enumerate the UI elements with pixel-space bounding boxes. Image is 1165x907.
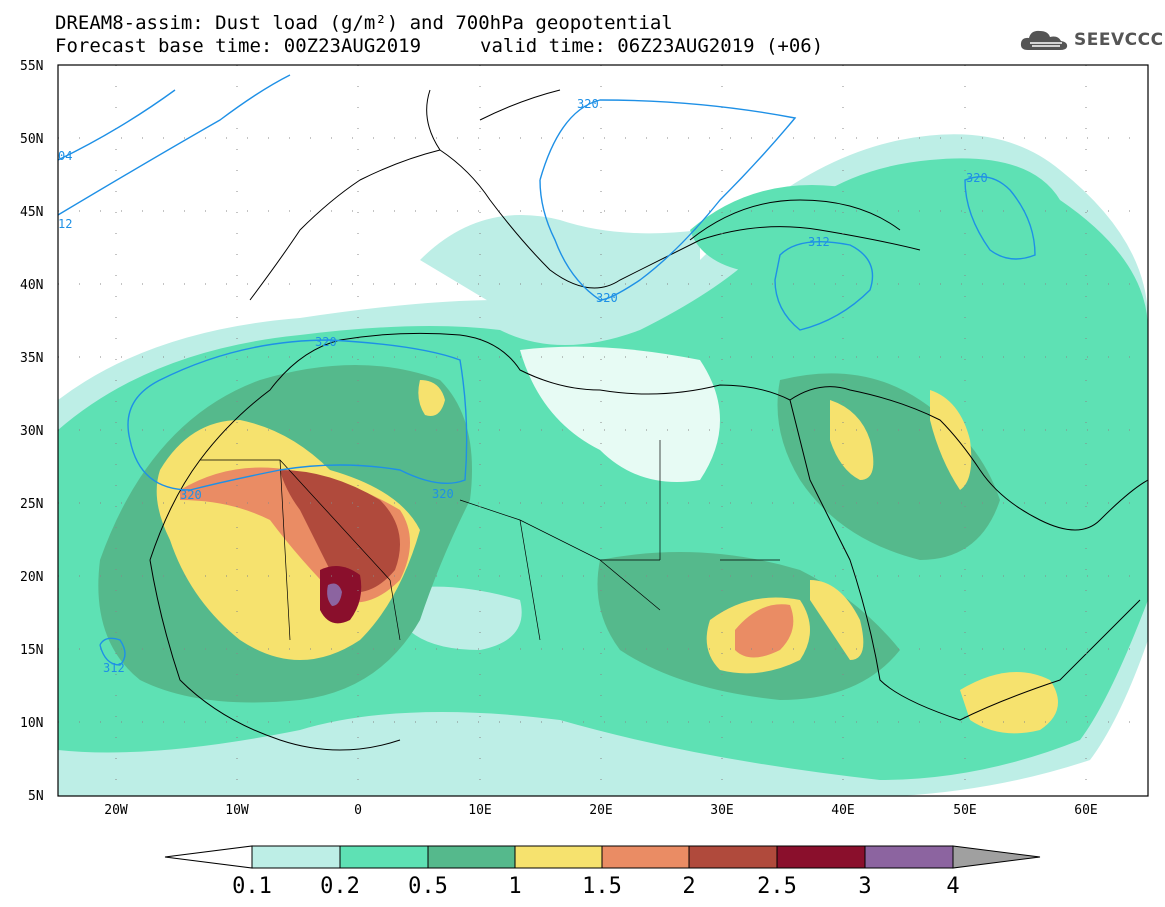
- dust-band-1-redsea: [810, 580, 864, 660]
- contour-label: 04: [58, 149, 72, 163]
- contour-label: 12: [58, 217, 72, 231]
- lat-tick-label: 35N: [20, 351, 43, 366]
- lon-tick-label: 0: [354, 803, 362, 818]
- contour-label: 320: [432, 487, 454, 501]
- colorbar-label: 0.2: [320, 874, 360, 899]
- lat-tick-label: 15N: [20, 643, 43, 658]
- colorbar-label: 4: [946, 874, 959, 899]
- colorbar-label: 1.5: [582, 874, 622, 899]
- lat-tick-label: 45N: [20, 205, 43, 220]
- clear-area-mediterranean: [520, 346, 720, 482]
- geopotential-contours: [58, 74, 1036, 666]
- lat-tick-label: 10N: [20, 716, 43, 731]
- colorbar-label: 3: [858, 874, 871, 899]
- dust-band-0.1-chad: [400, 586, 522, 650]
- lon-tick-label: 40E: [831, 803, 854, 818]
- logo-text: SEEVCCC: [1074, 30, 1164, 50]
- colorbar-segment: [864, 845, 954, 869]
- lon-tick-label: 30E: [710, 803, 733, 818]
- contour-label: 320: [315, 335, 337, 349]
- dust-band-1-arabia: [830, 400, 874, 480]
- lat-tick-label: 50N: [20, 132, 43, 147]
- colorbar-low-arrow: [164, 845, 253, 869]
- lat-tick-label: 30N: [20, 424, 43, 439]
- colorbar-label: 0.1: [232, 874, 272, 899]
- dust-band-2-west: [280, 470, 400, 593]
- lat-tick-label: 25N: [20, 497, 43, 512]
- map-frame: [57, 64, 1149, 797]
- seevccc-logo: SEEVCCC: [1018, 24, 1164, 56]
- lon-tick-label: 10W: [225, 803, 249, 818]
- colorbar-label: 2.5: [757, 874, 797, 899]
- valid-time: valid time: 06Z23AUG2019 (+06): [480, 35, 824, 57]
- cloud-logo-icon: [1020, 30, 1068, 50]
- lon-axis: 20W 10W 0 10E 20E 30E 40E 50E 60E: [104, 803, 1097, 818]
- lat-tick-label: 40N: [20, 278, 43, 293]
- dust-band-1-horn: [960, 672, 1058, 734]
- contour-label: 312: [103, 661, 125, 675]
- dust-band-1-gulf: [930, 390, 972, 490]
- colorbar-high-arrow: [952, 845, 1041, 869]
- colorbar-segment: [776, 845, 866, 869]
- forecast-base-time: Forecast base time: 00Z23AUG2019: [55, 35, 422, 57]
- lat-tick-label: 20N: [20, 570, 43, 585]
- dust-band-1.5-sudan: [735, 604, 794, 658]
- colorbar-label: 1: [508, 874, 521, 899]
- lon-tick-label: 20E: [589, 803, 612, 818]
- contour-label-group: 320 320 320 312 320 320 312 320 04 12: [58, 97, 988, 675]
- colorbar-segment: [688, 845, 778, 869]
- contour-label: 320: [180, 488, 202, 502]
- map-title: DREAM8-assim: Dust load (g/m²) and 700hP…: [55, 12, 673, 34]
- coastlines-borders: [149, 89, 1148, 751]
- lon-tick-label: 60E: [1074, 803, 1097, 818]
- contour-label: 312: [808, 235, 830, 249]
- contour-label: 320: [596, 291, 618, 305]
- contour-label: 320: [577, 97, 599, 111]
- lon-tick-label: 10E: [468, 803, 491, 818]
- colorbar-segment: [427, 845, 516, 869]
- colorbar-label: 0.5: [408, 874, 448, 899]
- colorbar: 0.1 0.2 0.5 1 1.5 2 2.5 3 4: [164, 845, 1041, 899]
- dust-band-0.2-blacksea: [690, 185, 887, 274]
- dust-band-3-peak: [327, 583, 342, 606]
- lat-tick-label: 55N: [20, 59, 43, 74]
- contour-label: 320: [966, 171, 988, 185]
- grid-lines: [58, 65, 1148, 796]
- colorbar-label: 2: [682, 874, 695, 899]
- colorbar-segment: [601, 845, 690, 869]
- colorbar-segment: [339, 845, 429, 869]
- lat-axis: 55N 50N 45N 40N 35N 30N 25N 20N 15N 10N …: [20, 59, 44, 804]
- lat-tick-label: 5N: [28, 789, 44, 804]
- dust-band-0.1-europe: [420, 215, 700, 334]
- lon-tick-label: 50E: [953, 803, 976, 818]
- colorbar-segment: [514, 845, 603, 869]
- dust-band-1-algeria: [418, 380, 445, 416]
- dust-load-field: [58, 134, 1148, 796]
- colorbar-segment: [251, 845, 341, 869]
- lon-tick-label: 20W: [104, 803, 128, 818]
